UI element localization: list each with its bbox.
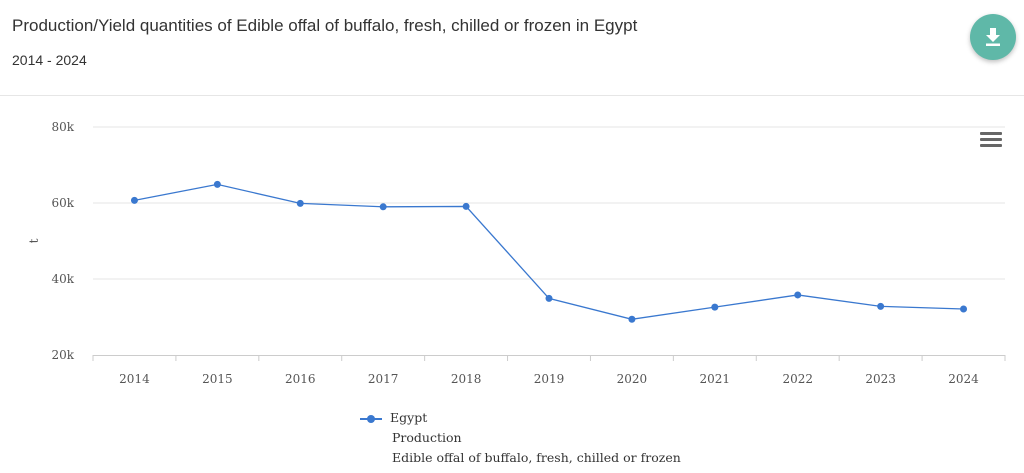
download-button[interactable]	[970, 14, 1016, 60]
data-point-2024[interactable]	[960, 305, 968, 313]
y-axis-label: t	[27, 238, 41, 243]
legend-series-name: Egypt	[390, 410, 428, 425]
data-point-2018[interactable]	[462, 202, 470, 210]
legend[interactable]: Egypt Production Edible offal of buffalo…	[360, 408, 681, 468]
legend-item-egypt[interactable]: Egypt	[360, 408, 681, 428]
data-point-2019[interactable]	[545, 294, 553, 302]
data-point-2022[interactable]	[794, 291, 802, 299]
y-tick-label: 40k	[51, 272, 74, 286]
legend-item: Edible offal of buffalo, fresh, chilled …	[392, 450, 681, 465]
data-point-2020[interactable]	[628, 315, 636, 323]
data-point-2023[interactable]	[877, 302, 885, 310]
x-tick-label: 2018	[451, 372, 482, 386]
chart-area: 20k 40k 60k 80k 2014 2015 2016 2017 2018 2019 2020…	[0, 97, 1024, 473]
x-tick-label: 2014	[119, 372, 150, 386]
chart-menu-button[interactable]	[980, 132, 1002, 150]
y-tick-label: 60k	[51, 196, 74, 210]
data-point-2015[interactable]	[213, 180, 221, 188]
y-tick-label: 80k	[51, 120, 74, 134]
x-tick-label: 2017	[368, 372, 399, 386]
line-chart: 20k 40k 60k 80k 2014 2015 2016 2017 2018 2019 2020…	[27, 120, 1006, 386]
x-tick-label: 2016	[285, 372, 316, 386]
x-tick-label: 2015	[202, 372, 233, 386]
x-tick-label: 2021	[700, 372, 731, 386]
data-point-2017[interactable]	[379, 203, 387, 211]
x-tick-label: 2020	[617, 372, 648, 386]
data-point-2016[interactable]	[296, 199, 304, 207]
x-tick-label: 2023	[865, 372, 896, 386]
y-tick-label: 20k	[51, 348, 74, 362]
chart-subtitle: 2014 - 2024	[12, 52, 87, 68]
data-point-2014[interactable]	[130, 196, 138, 204]
data-point-2021[interactable]	[711, 303, 719, 311]
hamburger-menu-icon	[980, 132, 1002, 135]
download-icon	[986, 28, 1000, 46]
legend-line-marker-icon	[360, 414, 382, 424]
x-tick-label: 2019	[534, 372, 565, 386]
x-tick-label: 2022	[782, 372, 813, 386]
legend-element: Production	[392, 430, 462, 445]
x-tick-label: 2024	[948, 372, 979, 386]
chart-title: Production/Yield quantities of Edible of…	[12, 16, 638, 35]
chart-header: Production/Yield quantities of Edible of…	[0, 0, 1024, 96]
